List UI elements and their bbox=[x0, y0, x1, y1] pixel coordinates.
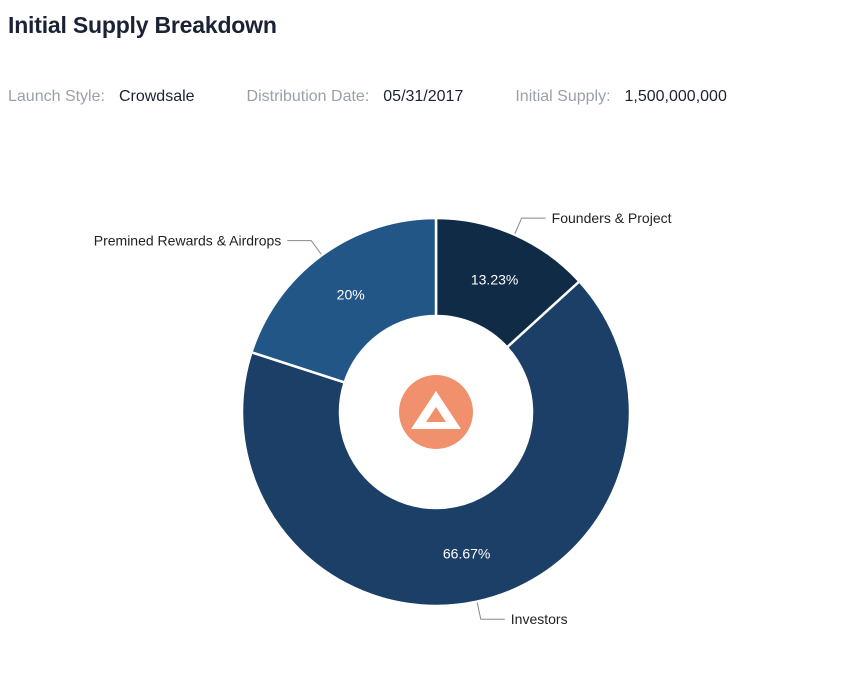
slice-premined-rewards-airdrops[interactable] bbox=[250, 216, 438, 384]
bat-logo-icon bbox=[399, 375, 473, 449]
slice-name-label: Investors bbox=[511, 611, 568, 627]
meta-distribution-date: Distribution Date: 05/31/2017 bbox=[247, 88, 464, 106]
slice-percent-label: 13.23% bbox=[471, 271, 518, 287]
meta-label: Initial Supply: bbox=[515, 88, 611, 105]
leader-line bbox=[514, 217, 546, 234]
meta-value: 1,500,000,000 bbox=[624, 88, 727, 105]
slice-investors[interactable] bbox=[240, 280, 632, 608]
meta-launch-style: Launch Style: Crowdsale bbox=[8, 88, 195, 106]
leader-line bbox=[476, 602, 505, 620]
page-title: Initial Supply Breakdown bbox=[8, 12, 277, 38]
meta-initial-supply: Initial Supply: 1,500,000,000 bbox=[515, 88, 727, 106]
meta-label: Launch Style: bbox=[8, 88, 105, 105]
slice-percent-label: 20% bbox=[337, 287, 365, 303]
slice-name-label: Founders & Project bbox=[552, 210, 672, 226]
slice-percent-label: 66.67% bbox=[443, 546, 490, 562]
leader-line bbox=[287, 240, 322, 255]
meta-value: 05/31/2017 bbox=[383, 88, 464, 105]
slice-name-label: Premined Rewards & Airdrops bbox=[94, 233, 282, 249]
supply-meta: Launch Style: Crowdsale Distribution Date… bbox=[8, 88, 779, 106]
meta-value: Crowdsale bbox=[118, 88, 195, 105]
meta-label: Distribution Date: bbox=[246, 88, 370, 105]
